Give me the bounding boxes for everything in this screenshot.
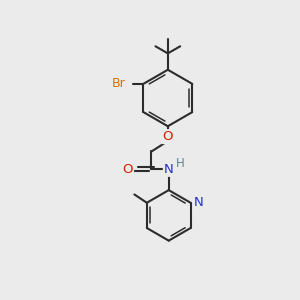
Text: N: N <box>194 196 203 209</box>
Text: N: N <box>164 163 174 176</box>
Text: O: O <box>123 163 133 176</box>
Text: O: O <box>163 130 173 143</box>
Text: Br: Br <box>112 77 125 90</box>
Text: H: H <box>176 157 184 170</box>
